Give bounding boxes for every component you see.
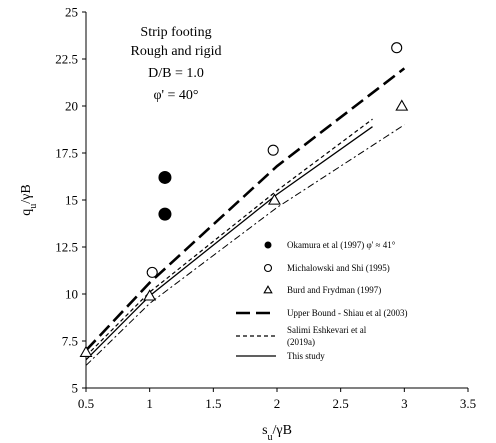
- annotation-line: φ' = 40°: [153, 88, 198, 103]
- y-axis-label: qu/γB: [19, 184, 39, 215]
- x-tick-label: 2: [274, 396, 281, 411]
- legend-key-open-triangle: [263, 285, 273, 294]
- data-point-open-triangle: [268, 193, 281, 205]
- x-tick-label: 1: [146, 396, 153, 411]
- data-point-open-circle: [391, 42, 403, 54]
- data-point-open-circle: [146, 266, 158, 278]
- y-tick-label: 15: [65, 193, 78, 208]
- annotation-line: Rough and rigid: [131, 44, 222, 59]
- x-tick-label: 1.5: [205, 396, 221, 411]
- annotation-line: D/B = 1.0: [148, 66, 204, 81]
- legend-key-open-circle: [263, 263, 273, 273]
- series-line-short-dash: [85, 118, 373, 357]
- data-point-filled-circle: [158, 207, 172, 221]
- legend-label: Burd and Frydman (1997): [287, 285, 381, 295]
- y-tick-label: 12.5: [55, 240, 78, 255]
- axes: 0.5 1 1.5 2 2.5 3 3.557.51012.51517.52022.525s…: [19, 5, 476, 443]
- y-tick-label: 7.5: [62, 334, 78, 349]
- data-point-filled-circle: [158, 170, 172, 184]
- series-line-dash-dot: [85, 124, 405, 366]
- annotation-line: Strip footing: [140, 25, 211, 40]
- y-tick-label: 5: [72, 381, 79, 396]
- x-axis-label: su/γB: [262, 423, 292, 443]
- x-tick-label: 0.5: [78, 396, 94, 411]
- legend-label: Okamura et al (1997) φ' ≈ 41°: [287, 240, 396, 250]
- legend-key-filled-circle: [264, 241, 272, 249]
- series-line-solid: [85, 126, 373, 361]
- legend: Okamura et al (1997) φ' ≈ 41° Michalowski…: [236, 240, 407, 361]
- x-tick-label: 3: [401, 396, 408, 411]
- series-line-long-dash: [85, 67, 406, 352]
- y-tick-label: 25: [65, 5, 78, 20]
- legend-label: Michalowski and Shi (1995): [287, 263, 390, 273]
- legend-label: This study: [287, 351, 325, 361]
- y-tick-label: 17.5: [55, 146, 78, 161]
- chart-annotation: Strip footing Rough and rigid D/B = 1.0 φ' …: [131, 25, 222, 103]
- x-tick-label: 2.5: [333, 396, 349, 411]
- legend-label: Salimi Eshkevari et al (2019a): [287, 325, 367, 347]
- y-tick-label: 10: [65, 287, 78, 302]
- data-point-open-triangle: [79, 345, 93, 357]
- y-tick-label: 20: [65, 99, 78, 114]
- legend-label: Upper Bound - Shiau et al (2003): [287, 308, 407, 318]
- series-lines: [85, 67, 406, 366]
- data-point-open-triangle: [143, 289, 157, 301]
- x-tick-label: 3.5: [460, 396, 476, 411]
- data-point-open-circle: [267, 144, 279, 156]
- y-tick-label: 22.5: [55, 52, 78, 67]
- series-markers: [79, 42, 409, 357]
- data-point-open-triangle: [395, 99, 409, 111]
